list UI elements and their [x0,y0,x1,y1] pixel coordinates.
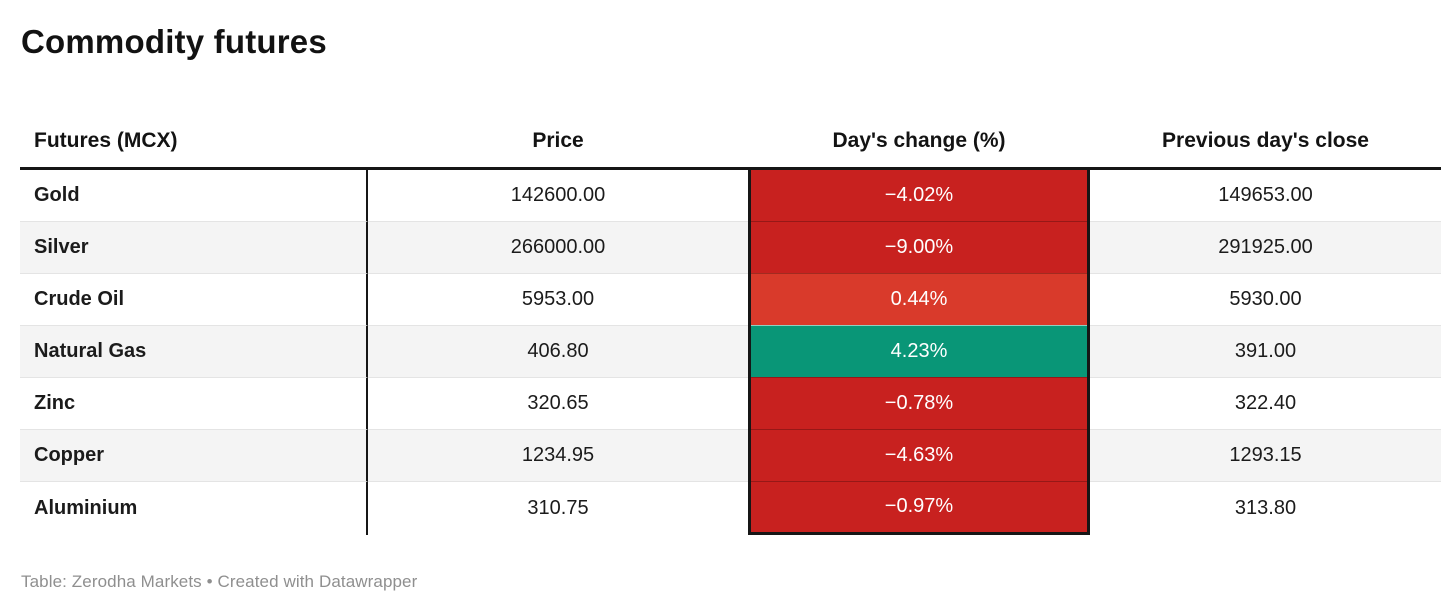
prev-close-value: 1293.15 [1090,429,1441,481]
commodity-futures-table: Futures (MCX) Price Day's change (%) Pre… [20,115,1441,535]
price-value: 310.75 [368,481,748,535]
futures-name: Copper [20,429,368,481]
page: Commodity futures Futures (MCX) Price Da… [0,23,1456,592]
change-value: −0.97% [748,481,1090,535]
price-value: 266000.00 [368,221,748,273]
column-header-price: Price [368,115,748,170]
futures-name: Aluminium [20,481,368,535]
price-value: 320.65 [368,377,748,429]
futures-name: Zinc [20,377,368,429]
table-row-aluminium: Aluminium 310.75 −0.97% 313.80 [20,481,1441,535]
table-row-natural-gas: Natural Gas 406.80 4.23% 391.00 [20,325,1441,377]
price-value: 406.80 [368,325,748,377]
price-value: 5953.00 [368,273,748,325]
column-header-days-change: Day's change (%) [748,115,1090,170]
futures-name: Gold [20,170,368,221]
prev-close-value: 291925.00 [1090,221,1441,273]
futures-name: Crude Oil [20,273,368,325]
table-row-silver: Silver 266000.00 −9.00% 291925.00 [20,221,1441,273]
futures-name: Silver [20,221,368,273]
change-value: −0.78% [748,377,1090,429]
column-header-prev-close: Previous day's close [1090,115,1441,170]
change-value: 4.23% [748,325,1090,377]
column-header-futures: Futures (MCX) [20,115,368,170]
price-value: 1234.95 [368,429,748,481]
table-header-row: Futures (MCX) Price Day's change (%) Pre… [20,115,1441,170]
table-row-copper: Copper 1234.95 −4.63% 1293.15 [20,429,1441,481]
change-value: −9.00% [748,221,1090,273]
prev-close-value: 322.40 [1090,377,1441,429]
price-value: 142600.00 [510,184,606,206]
table-row-crude-oil: Crude Oil 5953.00 0.44% 5930.00 [20,273,1441,325]
table-attribution: Table: Zerodha Markets • Created with Da… [21,572,418,591]
change-value: −4.02% [748,170,1090,221]
prev-close-value: 391.00 [1090,325,1441,377]
prev-close-value: 149653.00 [1218,184,1313,206]
table-row-zinc: Zinc 320.65 −0.78% 322.40 [20,377,1441,429]
change-value: −4.63% [748,429,1090,481]
change-value: 0.44% [748,273,1090,325]
futures-name: Natural Gas [20,325,368,377]
prev-close-value: 313.80 [1090,481,1441,535]
table-row-gold: Gold 142600.00 −4.02% 149653.00 [20,170,1441,221]
prev-close-value: 5930.00 [1090,273,1441,325]
page-title: Commodity futures [21,23,327,60]
